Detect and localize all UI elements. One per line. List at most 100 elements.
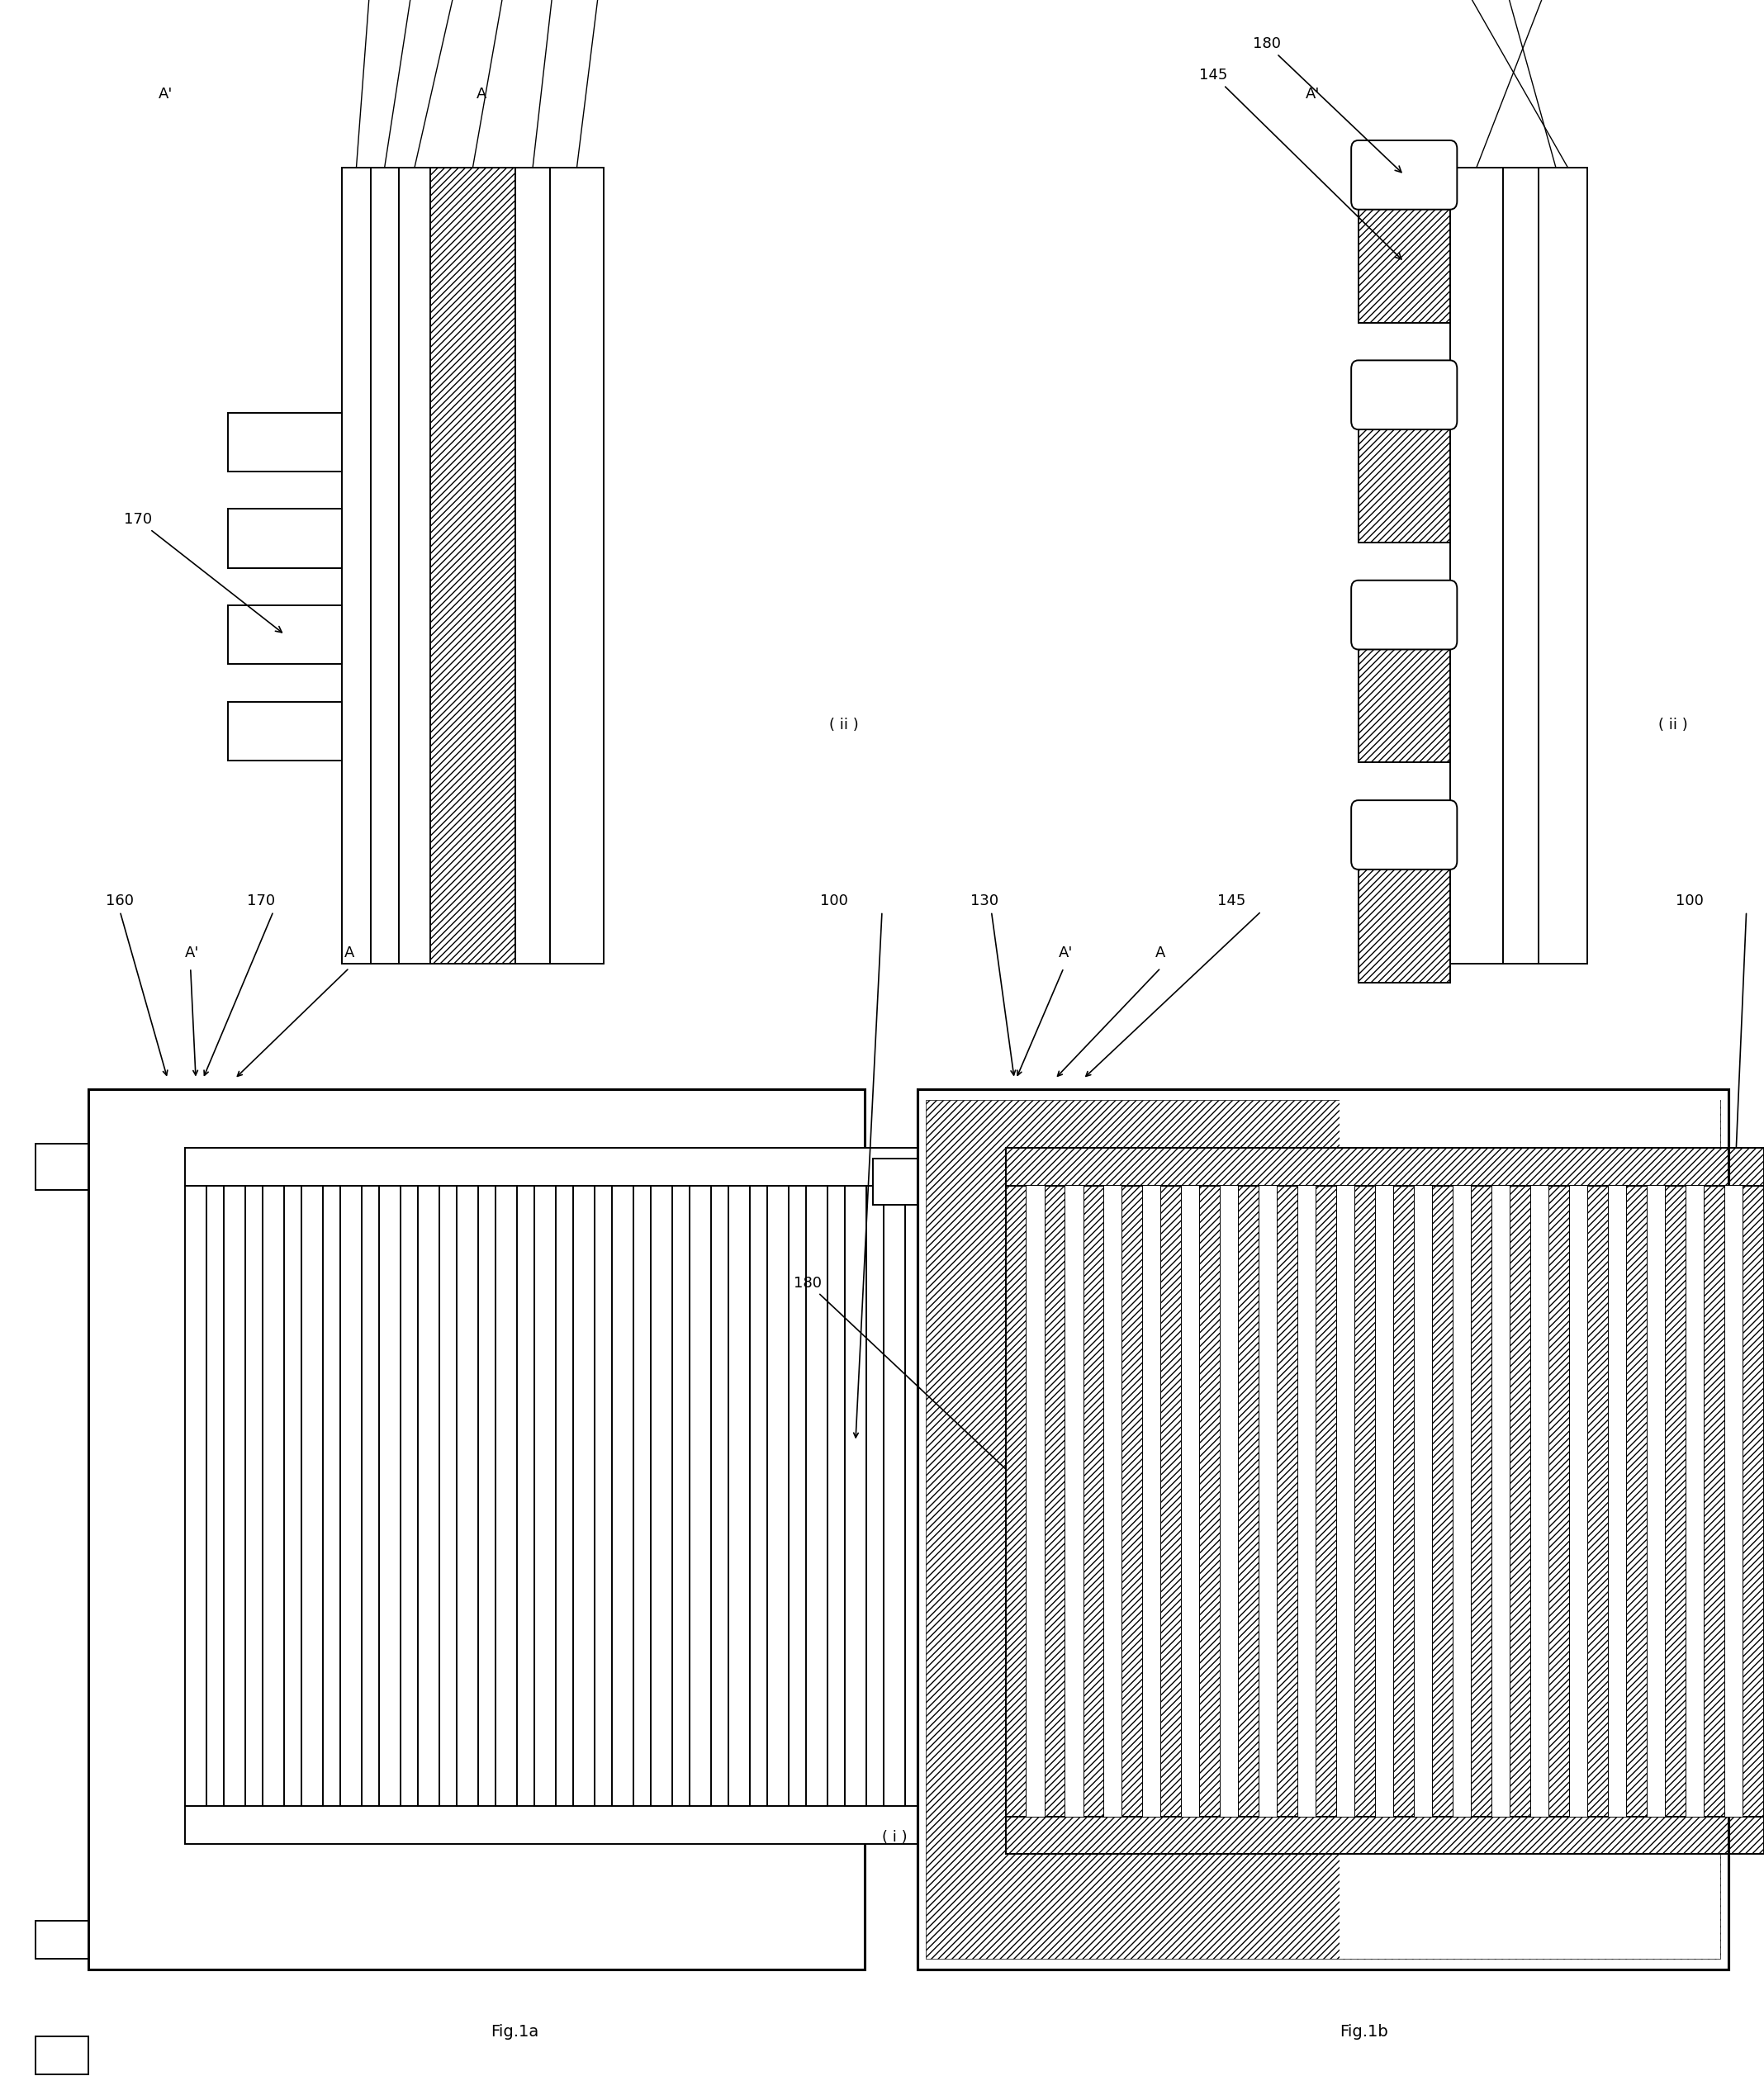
Bar (884, 1186, 905, 1806)
Text: A': A' (159, 86, 173, 103)
Bar (917, 1089, 1729, 1969)
Bar (1743, 1186, 1764, 1816)
Bar (1471, 1186, 1492, 1816)
Bar (1005, 1148, 1764, 1186)
Bar (496, 1186, 517, 1806)
Bar (1450, 168, 1503, 964)
Bar (1044, 1186, 1065, 1816)
Bar (340, 1186, 362, 1806)
Bar (1337, 1186, 1355, 1816)
Bar (873, 1159, 917, 1205)
Bar (370, 168, 399, 964)
Bar (35, 1921, 88, 1959)
Bar (1143, 1186, 1161, 1816)
Bar (185, 1148, 944, 1186)
Bar (185, 1806, 944, 1844)
Bar (1259, 1186, 1277, 1816)
Bar (457, 1186, 478, 1806)
Bar (1027, 1186, 1044, 1816)
Bar (1122, 1186, 1143, 1816)
Bar (1083, 1186, 1104, 1816)
Bar (1704, 1186, 1725, 1816)
Bar (1221, 1186, 1238, 1816)
Bar (418, 1186, 439, 1806)
Text: Fig.1b: Fig.1b (1339, 2024, 1388, 2041)
Bar (612, 1186, 633, 1806)
Bar (1355, 1186, 1376, 1816)
Text: 145: 145 (1217, 892, 1245, 909)
Text: A: A (1155, 945, 1166, 962)
Bar (1238, 1186, 1259, 1816)
Bar (1415, 1186, 1432, 1816)
Bar (1104, 1186, 1122, 1816)
Bar (1503, 168, 1538, 964)
Bar (550, 168, 603, 964)
Bar (690, 1186, 711, 1806)
Text: 100: 100 (1676, 892, 1704, 909)
Bar (1358, 861, 1450, 983)
Bar (1277, 1186, 1298, 1816)
Text: ( i ): ( i ) (882, 1829, 907, 1846)
FancyBboxPatch shape (1351, 580, 1457, 649)
Bar (1454, 1186, 1471, 1816)
Bar (224, 1186, 245, 1806)
Text: 180: 180 (1252, 36, 1401, 172)
FancyBboxPatch shape (1351, 800, 1457, 869)
Bar (1358, 201, 1450, 323)
Bar (1492, 1186, 1510, 1816)
FancyBboxPatch shape (1351, 360, 1457, 429)
Bar (1316, 1186, 1337, 1816)
Bar (1200, 1186, 1221, 1816)
Text: ( ii ): ( ii ) (829, 716, 859, 733)
Text: A': A' (1305, 86, 1319, 103)
Text: Fig.1a: Fig.1a (490, 2024, 540, 2041)
Bar (1570, 1186, 1588, 1816)
Bar (515, 168, 550, 964)
Bar (1339, 1100, 1720, 1959)
Bar (1686, 1186, 1704, 1816)
Bar (1432, 1186, 1454, 1816)
Bar (917, 1089, 1729, 1969)
Bar (1065, 1186, 1083, 1816)
Bar (1626, 1186, 1648, 1816)
Bar (342, 168, 370, 964)
Text: 100: 100 (820, 892, 848, 909)
Bar (228, 702, 342, 760)
Bar (35, 1144, 88, 1190)
Bar (1648, 1186, 1665, 1816)
Text: 170: 170 (123, 511, 282, 633)
Bar (1725, 1186, 1743, 1816)
Text: 130: 130 (970, 892, 998, 909)
Bar (926, 1100, 1720, 1959)
Bar (767, 1186, 789, 1806)
Bar (1510, 1186, 1531, 1816)
Bar (651, 1186, 672, 1806)
Bar (1161, 1186, 1182, 1816)
Bar (729, 1186, 750, 1806)
Bar (1376, 1186, 1394, 1816)
Bar (1005, 1186, 1027, 1816)
Bar (1609, 1186, 1626, 1816)
Bar (1665, 1186, 1686, 1816)
Bar (228, 509, 342, 568)
Text: A': A' (1058, 945, 1073, 962)
Bar (35, 2036, 88, 2074)
Bar (1549, 1186, 1570, 1816)
Bar (923, 1186, 944, 1806)
Bar (1358, 641, 1450, 763)
Text: ( i ): ( i ) (1746, 1829, 1764, 1846)
FancyBboxPatch shape (1351, 140, 1457, 210)
Text: 145: 145 (1200, 67, 1401, 260)
Bar (1182, 1186, 1200, 1816)
Text: A: A (476, 86, 487, 103)
Bar (1005, 1816, 1764, 1854)
Bar (88, 1089, 864, 1969)
Text: A: A (344, 945, 355, 962)
Bar (430, 168, 515, 964)
Bar (228, 605, 342, 664)
Bar (185, 1186, 206, 1806)
Bar (1298, 1186, 1316, 1816)
Bar (1394, 1186, 1415, 1816)
Text: ( ii ): ( ii ) (1658, 716, 1688, 733)
Bar (534, 1186, 556, 1806)
